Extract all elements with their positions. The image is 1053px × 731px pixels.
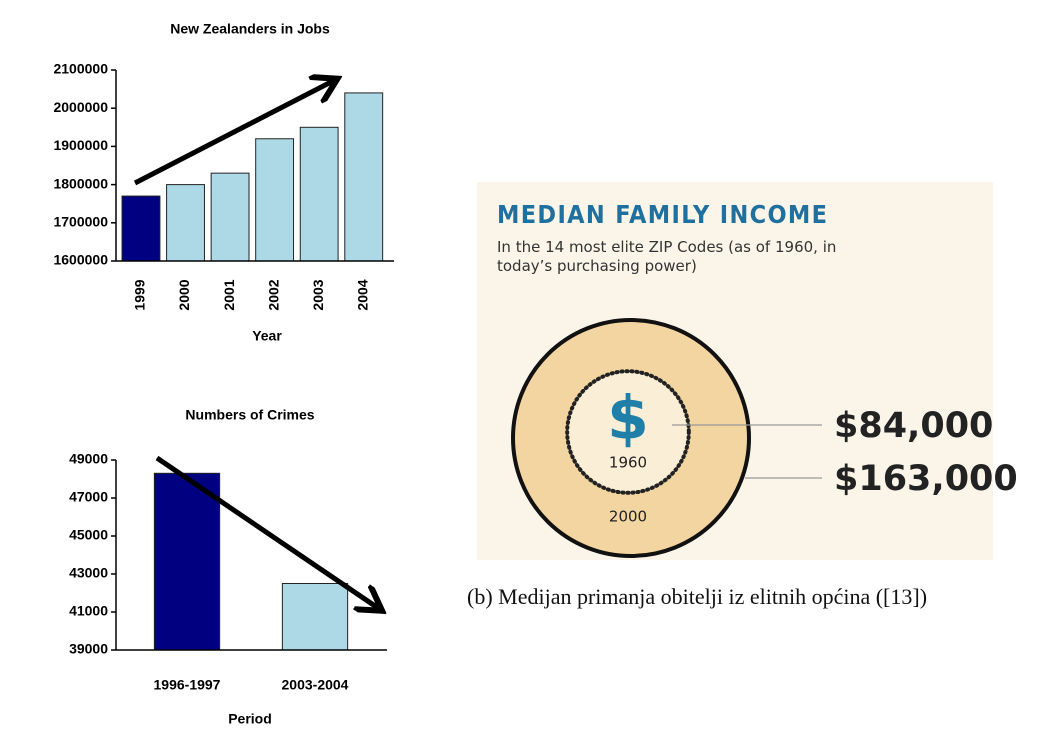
bar bbox=[344, 92, 384, 262]
y-tick-label: 1600000 bbox=[53, 252, 108, 268]
y-tick-label: 39000 bbox=[69, 641, 108, 657]
x-tick-label: 2001 bbox=[221, 279, 237, 310]
y-tick-label: 2100000 bbox=[53, 61, 108, 77]
year-label: 1960 bbox=[609, 454, 647, 472]
value-label: $84,000 bbox=[834, 406, 993, 446]
infographic-subtitle: In the 14 most elite ZIP Codes (as of 19… bbox=[497, 238, 837, 275]
x-tick-label: 2002 bbox=[265, 279, 281, 310]
bar bbox=[281, 583, 349, 651]
y-tick-label: 1800000 bbox=[53, 175, 108, 191]
bar bbox=[166, 184, 205, 262]
trend-arrow bbox=[133, 81, 333, 186]
trend-arrow bbox=[155, 455, 378, 608]
dollar-symbol: $ bbox=[607, 384, 649, 454]
y-tick-label: 1700000 bbox=[53, 214, 108, 230]
x-tick-label: 2004 bbox=[354, 279, 370, 310]
infographic-title: MEDIAN FAMILY INCOME bbox=[497, 200, 827, 229]
y-tick-label: 47000 bbox=[69, 489, 108, 505]
value-label: $163,000 bbox=[834, 459, 1018, 499]
bar bbox=[210, 172, 250, 262]
bar bbox=[153, 472, 221, 651]
x-axis-label: Period bbox=[228, 711, 272, 727]
x-tick-label: 1999 bbox=[132, 279, 148, 310]
x-tick-label: 2003-2004 bbox=[282, 677, 349, 693]
y-tick-label: 49000 bbox=[69, 451, 108, 467]
x-tick-label: 2003 bbox=[310, 279, 326, 310]
chart-title: New Zealanders in Jobs bbox=[170, 21, 330, 37]
bar bbox=[299, 126, 339, 262]
year-label: 2000 bbox=[609, 508, 647, 526]
x-tick-label: 2000 bbox=[176, 279, 192, 310]
y-tick-label: 2000000 bbox=[53, 99, 108, 115]
x-tick-label: 1996-1997 bbox=[154, 677, 221, 693]
chart-title: Numbers of Crimes bbox=[185, 407, 314, 423]
bar bbox=[255, 138, 295, 262]
caption: (b) Medijan primanja obitelji iz elitnih… bbox=[467, 584, 928, 609]
bar bbox=[121, 195, 161, 262]
y-tick-label: 41000 bbox=[69, 603, 108, 619]
income-circle bbox=[565, 369, 691, 495]
y-tick-label: 45000 bbox=[69, 527, 108, 543]
y-tick-label: 1900000 bbox=[53, 137, 108, 153]
x-axis-label: Year bbox=[252, 328, 282, 344]
y-tick-label: 43000 bbox=[69, 565, 108, 581]
